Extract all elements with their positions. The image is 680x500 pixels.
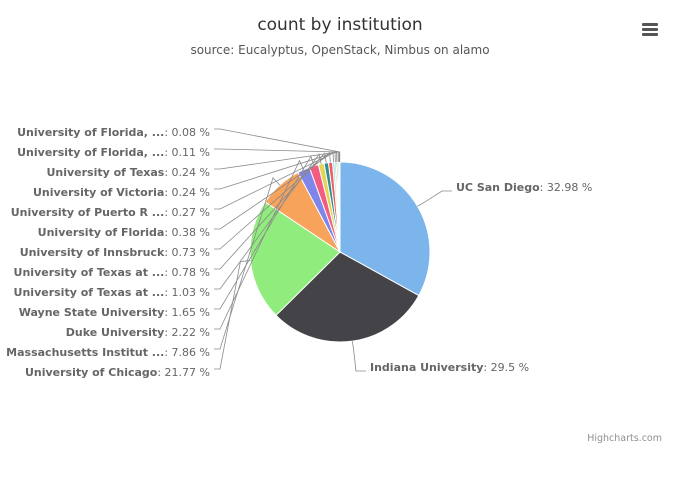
slice-label: University of Florida, ...: 0.11 % [17,146,210,159]
connector-line [417,190,452,207]
connector-line [214,148,340,163]
connector-line [214,151,338,190]
slice-label: Indiana University: 29.5 % [370,361,529,374]
pie-slice[interactable] [275,251,420,343]
chart-subtitle: source: Eucalyptus, OpenStack, Nimbus on… [190,43,490,57]
connector-line [214,159,304,330]
connector-line [214,152,327,270]
slice-label: University of Puerto R ...: 0.27 % [11,206,210,219]
slice-label: University of Florida: 0.38 % [38,226,210,239]
slice-label: University of Texas at ...: 1.03 % [14,286,210,299]
slice-label: University of Chicago: 21.77 % [25,366,210,379]
slice-label: University of Florida, ...: 0.08 % [17,126,210,139]
slice-label: Wayne State University: 1.65 % [19,306,210,319]
slice-label: Massachusetts Institut ...: 7.86 % [6,346,210,359]
connector-line [214,151,331,250]
connector-line [214,155,315,310]
slice-label: University of Texas at ...: 0.78 % [14,266,210,279]
connector-line [214,151,335,230]
connector-line [214,128,341,163]
connector-line [214,151,336,210]
credits-link[interactable]: Highcharts.com [587,433,662,444]
pie-slice[interactable] [249,201,341,317]
chart-title: count by institution [257,15,423,35]
slice-label: University of Texas: 0.24 % [46,166,210,179]
connector-line [214,151,339,170]
slice-label: University of Innsbruck: 0.73 % [20,246,210,259]
slice-label: University of Victoria: 0.24 % [33,186,210,199]
slice-label: UC San Diego: 32.98 % [456,181,592,194]
context-menu-button[interactable] [636,18,664,42]
slice-label: Duke University: 2.22 % [66,326,210,339]
connector-line [351,341,366,372]
